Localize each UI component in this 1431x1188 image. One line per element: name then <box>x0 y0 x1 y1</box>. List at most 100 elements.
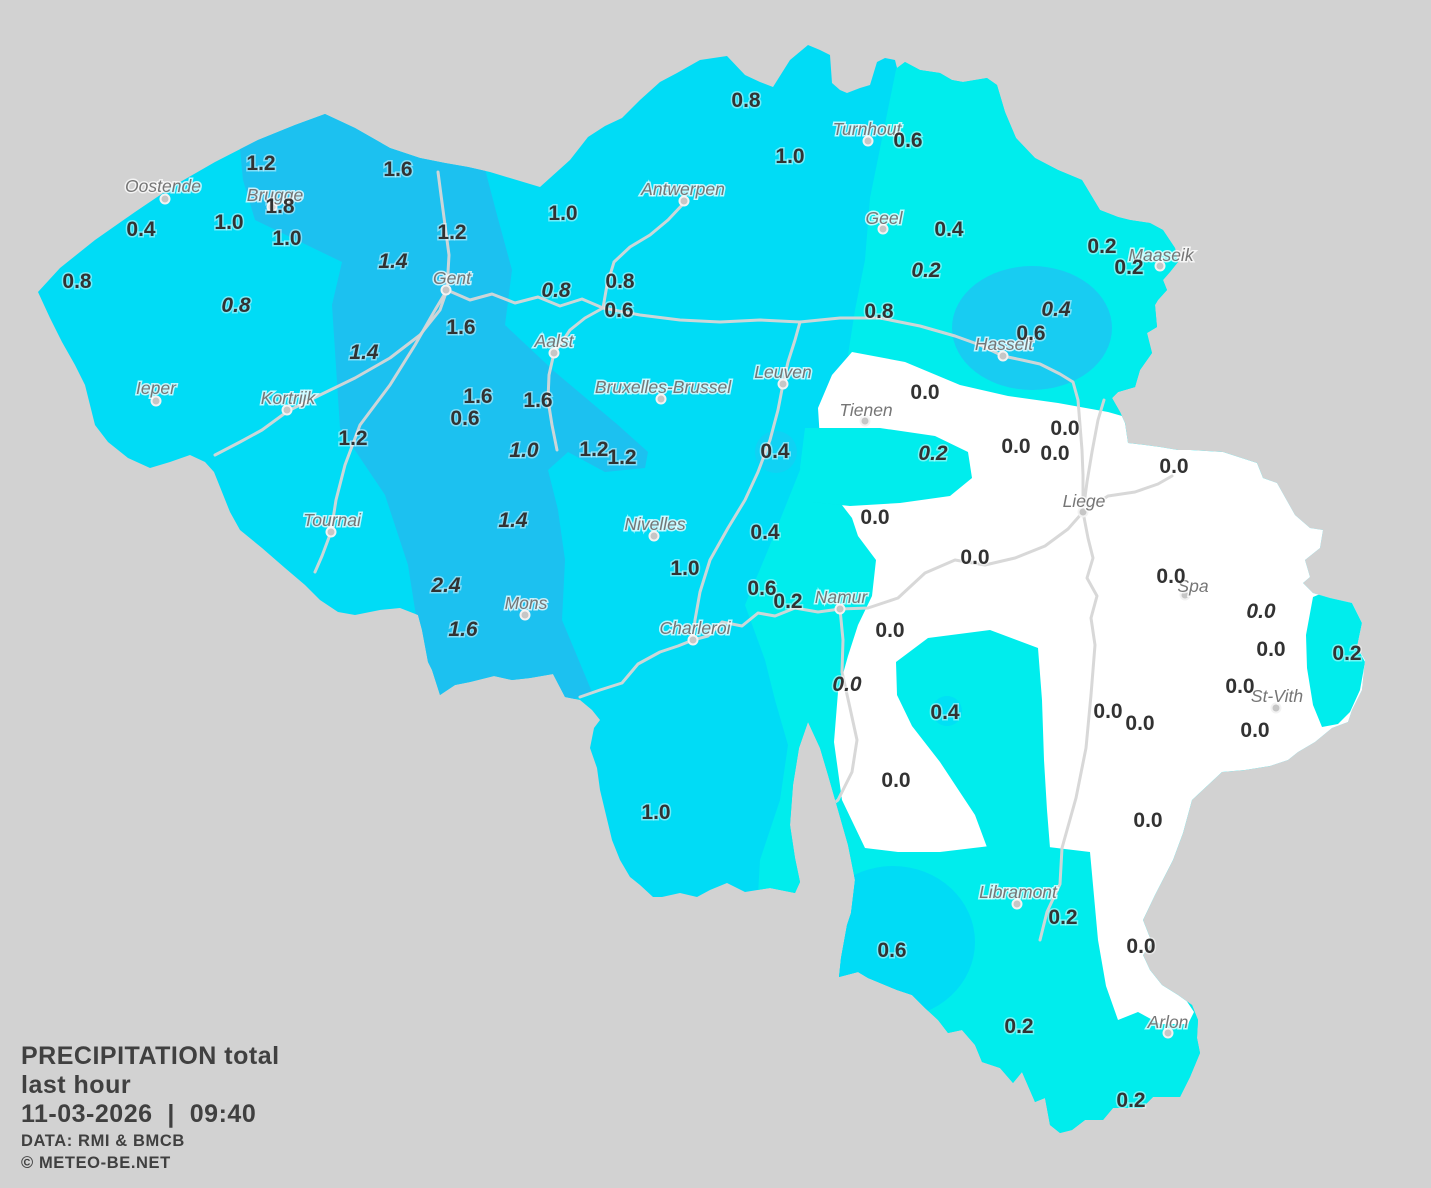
precip-light-tongue <box>800 428 972 506</box>
precip-value-label: 0.8 <box>731 89 761 112</box>
city-label-namur: Namur <box>815 587 869 607</box>
precip-value-label: 1.6 <box>448 618 478 641</box>
precip-value-label: 0.2 <box>1116 1089 1145 1112</box>
precip-value-label: 0.0 <box>881 769 910 792</box>
precip-value-label: 0.0 <box>1156 565 1185 588</box>
city-label-nivelles: Nivelles <box>624 514 686 534</box>
city-label-st-vith: St-Vith <box>1251 686 1303 706</box>
precip-value-label: 0.6 <box>450 407 479 430</box>
city-label-aalst: Aalst <box>534 331 575 351</box>
precip-value-label: 0.4 <box>760 440 790 463</box>
city-dot-tienen <box>859 415 871 427</box>
liege-north-line <box>1081 398 1106 514</box>
precip-value-label: 0.6 <box>1016 322 1045 345</box>
hasselt-precip-blob <box>952 266 1112 390</box>
precip-value-label: 0.0 <box>910 381 939 404</box>
city-label-hasselt: Hasselt <box>975 334 1034 354</box>
precip-value-label: 0.2 <box>911 259 941 282</box>
city-dot-ieper <box>150 395 162 407</box>
precip-value-label: 0.8 <box>864 300 894 323</box>
precip-value-label: 0.6 <box>747 577 776 600</box>
precip-value-label: 0.2 <box>1087 235 1116 258</box>
city-label-arlon: Arlon <box>1147 1012 1189 1032</box>
precip-value-label: 1.4 <box>498 509 528 532</box>
meuse-south-line <box>820 607 859 814</box>
city-label-charleroi: Charleroi <box>660 618 732 638</box>
precip-value-label: 1.0 <box>775 145 804 168</box>
precip-value-label: 0.0 <box>1240 719 1269 742</box>
precip-value-label: 1.6 <box>446 316 475 339</box>
precipitation-values-layer: 0.81.00.61.2 1.61.81.00.4 1.0 1.2 0.41.40.20… <box>61 88 1363 1114</box>
precip-heavy-band <box>235 92 648 705</box>
precip-value-label: 0.0 <box>1001 435 1030 458</box>
precip-value-label: 0.6 <box>604 299 633 322</box>
city-label-antwerpen: Antwerpen <box>640 179 725 199</box>
city-dot-antwerpen <box>678 195 690 207</box>
city-dot-kortrijk <box>281 404 293 416</box>
city-label-libramont: Libramont <box>979 882 1058 902</box>
city-label-tienen: Tienen <box>839 400 892 420</box>
precip-value-label: 0.2 <box>1048 906 1077 929</box>
vesdre-river-line <box>1081 474 1174 514</box>
precip-value-label: 0.8 <box>605 270 635 293</box>
city-dot-turnhout <box>862 135 874 147</box>
precip-value-label: 2.4 <box>430 574 461 597</box>
precip-value-label: 0.4 <box>1041 298 1071 321</box>
map-subtitle: last hour <box>21 1071 132 1099</box>
precip-value-label: 0.2 <box>1114 256 1143 279</box>
precip-value-label: 1.8 <box>265 195 295 218</box>
precip-value-label: 0.0 <box>1125 712 1154 735</box>
precip-value-label: 1.6 <box>463 385 492 408</box>
precip-value-label: 0.2 <box>1004 1015 1033 1038</box>
precip-value-label: 0.2 <box>1332 642 1361 665</box>
precip-value-label: 0.0 <box>832 673 862 696</box>
city-dot-aalst <box>548 347 560 359</box>
precip-light-east-patch <box>1306 590 1365 727</box>
city-dot-mons <box>519 609 531 621</box>
map-data-source: DATA: RMI & BMCB <box>21 1132 185 1150</box>
precip-value-label: 1.2 <box>607 446 636 469</box>
city-dot-geel <box>877 223 889 235</box>
precip-value-label: 1.2 <box>246 152 275 175</box>
city-label-liege: Liege <box>1063 491 1106 511</box>
precip-value-label: 0.4 <box>750 521 780 544</box>
precip-value-label: 1.0 <box>641 801 670 824</box>
precip-value-label: 0.4 <box>126 218 156 241</box>
antwerpen-south-line <box>601 201 686 310</box>
precip-value-label: 0.0 <box>1225 675 1254 698</box>
city-label-kortrijk: Kortrijk <box>261 388 317 408</box>
precip-zero-region <box>818 352 1365 1024</box>
precip-value-label: 0.0 <box>1040 442 1069 465</box>
meuse-northeast-line <box>838 510 1085 611</box>
city-dot-arlon <box>1162 1027 1174 1039</box>
sambre-river-line <box>578 606 842 699</box>
city-dot-leuven <box>777 378 789 390</box>
leuven-south-line <box>691 382 785 642</box>
city-dot-bruxelles-brussel <box>655 393 667 405</box>
precip-value-label: 1.0 <box>509 439 539 462</box>
city-label-bruxelles-brussel: Bruxelles-Brussel <box>595 377 732 397</box>
precip-value-label: 0.4 <box>930 701 960 724</box>
city-label-brugge: Brugge <box>247 185 304 205</box>
precip-value-label: 0.4 <box>934 218 964 241</box>
city-dot-tournai <box>325 526 337 538</box>
city-dot-liege <box>1077 506 1089 518</box>
precip-value-label: 1.0 <box>214 211 243 234</box>
city-dot-libramont <box>1011 898 1023 910</box>
precip-value-label: 0.2 <box>918 442 948 465</box>
city-dot-nivelles <box>648 530 660 542</box>
map-datetime: 11-03-2026 | 09:40 <box>21 1100 257 1128</box>
city-label-tournai: Tournai <box>303 510 362 530</box>
precip-value-label: 0.0 <box>1246 600 1276 623</box>
precip-value-label: 0.0 <box>860 506 889 529</box>
precip-value-label: 0.8 <box>541 279 571 302</box>
city-dot-maaseik <box>1154 260 1166 272</box>
city-dot-oostende <box>159 193 171 205</box>
precip-value-label: 1.0 <box>548 202 577 225</box>
precip-value-label: 0.6 <box>877 939 906 962</box>
precip-value-label: 0.2 <box>773 590 802 613</box>
precip-value-label: 0.8 <box>62 270 92 293</box>
city-label-maaseik: Maaseik <box>1128 245 1194 265</box>
